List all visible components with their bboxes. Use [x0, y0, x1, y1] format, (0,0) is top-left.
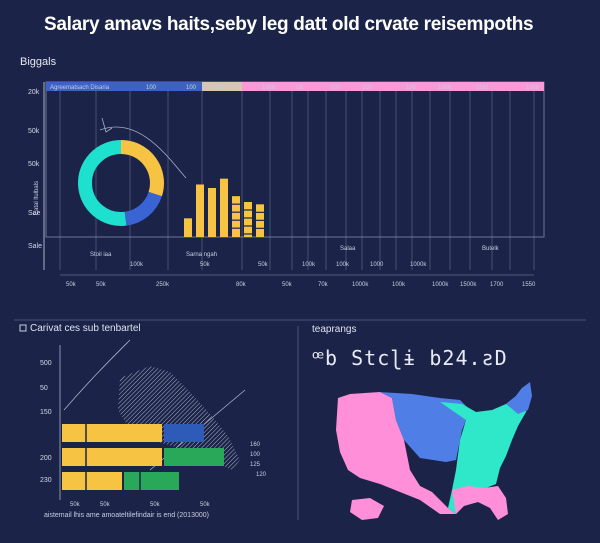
map-region-east	[440, 388, 530, 514]
x-ticks: 50k 50k 100k 250k 50k 80k 50k 50k 100k 70k 100k 100…	[66, 262, 536, 288]
hbar-tick-1: 50k	[100, 502, 111, 508]
vertical-bar-chart	[184, 178, 264, 237]
x-tick-4: 50k	[200, 262, 211, 268]
x-tick-5: 80k	[236, 282, 247, 288]
x-tick-15: 1000k	[432, 282, 449, 288]
x-tick-16: 1500k	[460, 282, 477, 288]
header-tick-0: 100	[146, 85, 157, 91]
page-title: Salary amavs haits,seby leg datt old crv…	[44, 14, 534, 35]
header-tick-10: 1006	[526, 85, 540, 91]
donut-slice-1	[124, 191, 162, 226]
donut-chart	[78, 140, 164, 226]
map-region-north	[380, 392, 470, 462]
y-axis-label: Eatal ltulbals	[34, 181, 40, 215]
bl-y-tick-4: 230	[40, 477, 52, 484]
header-bar-pink	[242, 82, 544, 91]
hbar-tick-3: 50k	[200, 502, 211, 508]
header-tick-6: 100	[362, 85, 373, 91]
hatched-shape	[118, 366, 240, 470]
x-tick-11: 1000k	[352, 282, 369, 288]
bl-y-tick-0: 500	[40, 360, 52, 367]
header-tick-3: 1006	[262, 85, 276, 91]
header-ticks: 100 100 18 1006 18 100 100 100 1006 1081 1006	[146, 85, 540, 91]
chart-subtitle: Biggals	[20, 56, 57, 68]
bottom-right-title: teaprangs	[312, 324, 357, 335]
x-tick-13: 100k	[392, 282, 406, 288]
x-tick-10: 100k	[336, 262, 350, 268]
x-tick-8: 100k	[302, 262, 316, 268]
header-tick-5: 100	[330, 85, 341, 91]
hbar-tick-labels: 50k 50k 50k 50k 160 100 125 120	[70, 442, 267, 508]
donut-slice-2	[78, 140, 127, 226]
hbar-0-1	[164, 424, 204, 442]
vertical-gridlines	[59, 91, 535, 270]
header-label: Agreematsach Disaria	[50, 85, 110, 91]
map-region-northeast	[506, 382, 532, 414]
x-tick-14: 1000k	[410, 262, 427, 268]
hbar-tick-4: 160	[250, 442, 261, 448]
header-tick-2: 18	[216, 85, 223, 91]
inner-label-1: Sarna ngah	[186, 252, 217, 258]
hatched-region	[118, 366, 240, 470]
bl-curve	[63, 339, 131, 411]
y-tick-3: Sae	[28, 210, 41, 217]
bar-1	[196, 184, 204, 237]
header-tick-4: 18	[296, 85, 303, 91]
x-tick-12: 1000	[370, 262, 384, 268]
horizontal-bar-chart	[62, 424, 224, 490]
bottom-left-title: Carivat ces sub tenbartel	[30, 323, 141, 334]
bar-5	[244, 202, 252, 237]
header-tick-1: 100	[186, 85, 197, 91]
header-bar-tan	[202, 82, 242, 91]
map-big-label: ꟹb Stcɭɨ b24.ƨD	[312, 346, 508, 370]
bar-3	[220, 178, 228, 237]
hbar-2-0	[62, 472, 122, 490]
x-tick-0: 50k	[66, 282, 77, 288]
x-tick-2: 100k	[130, 262, 144, 268]
x-tick-3: 250k	[156, 282, 170, 288]
bl-y-tick-1: 50	[40, 385, 48, 392]
hbar-1-0	[62, 448, 162, 466]
bar-4	[232, 196, 240, 237]
hbar-tick-7: 120	[256, 472, 267, 478]
header-tick-9: 1081	[476, 85, 490, 91]
y-tick-2: 50k	[28, 161, 40, 168]
map-region-south	[452, 486, 508, 520]
x-tick-1: 50k	[96, 282, 107, 288]
x-tick-7: 50k	[282, 282, 293, 288]
x-tick-18: 1550	[522, 282, 536, 288]
hbar-tick-2: 50k	[150, 502, 161, 508]
hbar-2-2	[124, 472, 179, 490]
hbar-tick-6: 125	[250, 462, 261, 468]
header-tick-8: 1006	[438, 85, 452, 91]
x-tick-6: 50k	[258, 262, 269, 268]
map-region-west	[336, 392, 456, 514]
hbar-0-0	[62, 424, 162, 442]
bottom-caption: aistemail lhis ame amoateltilefindair is…	[44, 512, 209, 519]
annotation-hook	[101, 117, 113, 133]
hbar-1-2	[164, 448, 224, 466]
bl-y-tick-3: 200	[40, 455, 52, 462]
inner-label-3: Butelk	[482, 246, 500, 252]
header-tick-7: 100	[406, 85, 417, 91]
header-bar-blue	[46, 82, 202, 91]
x-tick-17: 1700	[490, 282, 504, 288]
bl-y-tick-2: 150	[40, 409, 52, 416]
hbar-tick-5: 100	[250, 452, 261, 458]
map-alaska	[350, 498, 384, 520]
inner-label-0: Stoil iaa	[90, 252, 112, 258]
hbar-tick-0: 50k	[70, 502, 81, 508]
donut-slice-0	[120, 140, 164, 197]
annotation-curve	[99, 126, 187, 179]
legend-swatch	[19, 324, 27, 332]
x-tick-9: 70k	[318, 282, 329, 288]
us-map	[336, 382, 532, 520]
y-tick-4: Sale	[28, 243, 42, 250]
y-tick-1: 50k	[28, 128, 40, 135]
bar-2	[208, 188, 216, 237]
bar-0	[184, 218, 192, 237]
inner-label-2: Salaa	[340, 246, 356, 252]
y-tick-0: 20k	[28, 89, 40, 96]
